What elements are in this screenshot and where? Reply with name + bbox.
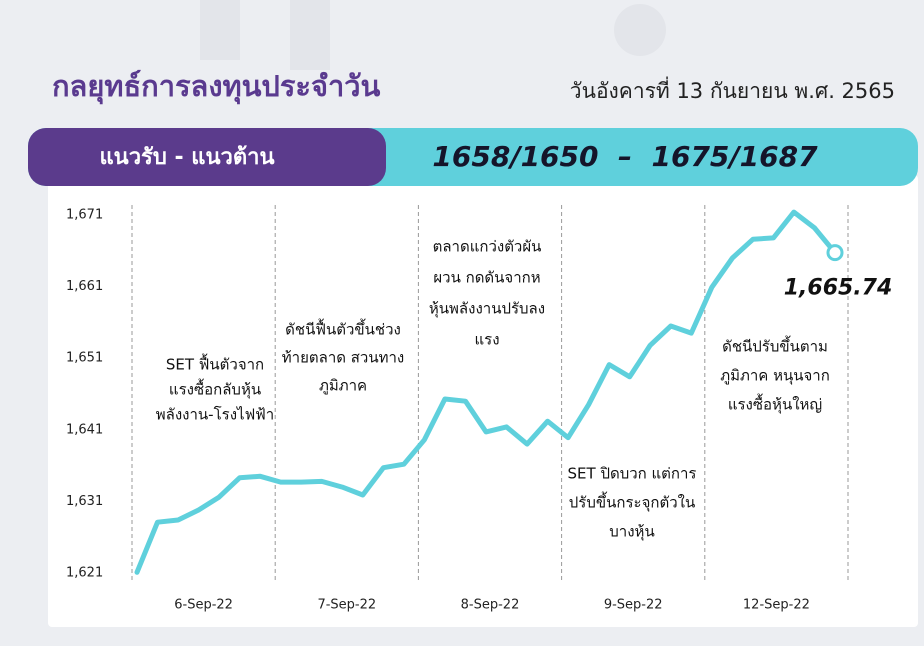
x-tick-label: 6-Sep-22 (174, 598, 233, 613)
annotation: ท้ายตลาด สวนทาง (282, 349, 404, 367)
y-tick-label: 1,661 (66, 279, 103, 294)
annotation: ผวน กดดันจากห (433, 269, 540, 287)
y-tick-label: 1,651 (66, 351, 103, 366)
date: วันอังคารที่ 13 กันยายน พ.ศ. 2565 (570, 76, 895, 103)
annotation: หุ้นพลังงานปรับลง (429, 300, 545, 319)
annotation: SET ฟื้นตัวจาก (166, 354, 264, 374)
annotation: ภูมิภาค หนุนจาก (720, 367, 830, 386)
annotation: ปรับขึ้นกระจุกตัวใน (569, 492, 695, 513)
banner-label: แนวรับ - แนวต้าน (99, 145, 274, 170)
y-tick-label: 1,641 (66, 422, 103, 437)
annotation: ตลาดแกว่งตัวผัน (433, 238, 542, 256)
annotation: พลังงาน-โรงไฟฟ้า (156, 406, 274, 424)
x-tick-label: 7-Sep-22 (317, 598, 376, 613)
annotation: แรงซื้อกลับหุ้น (169, 379, 261, 400)
annotation: แรง (474, 331, 499, 349)
annotation: ดัชนีฟื้นตัวขึ้นช่วง (285, 319, 401, 339)
banner-levels: 1658/1650 – 1675/1687 (432, 140, 818, 173)
banner-label-bg (28, 128, 386, 186)
x-tick-label: 9-Sep-22 (604, 598, 663, 613)
annotation: แรงซื้อหุ้นใหญ่ (728, 394, 822, 415)
title: กลยุทธ์การลงทุนประจำวัน (52, 69, 381, 104)
annotation: บางหุ้น (609, 523, 654, 542)
annotation: ภูมิภาค (319, 377, 367, 395)
last-point (826, 244, 844, 262)
y-tick-label: 1,621 (66, 566, 103, 581)
annotation: SET ปิดบวก แต่การ (568, 465, 697, 483)
y-tick-label: 1,671 (66, 208, 103, 223)
annotation: ดัชนีปรับขึ้นตาม (722, 336, 828, 356)
decor (200, 0, 240, 60)
plot: 1,621 1,631 1,641 1,651 1,661 1,671 6-Sep-22 7-… (66, 205, 892, 613)
index-line (134, 209, 838, 575)
decor (614, 4, 666, 56)
chart-card (48, 175, 918, 627)
decor (290, 0, 330, 70)
x-tick-label: 8-Sep-22 (461, 598, 520, 613)
y-tick-label: 1,631 (66, 494, 103, 509)
x-tick-label: 12-Sep-22 (743, 598, 810, 613)
value-label: 1,665.74 (784, 276, 893, 301)
